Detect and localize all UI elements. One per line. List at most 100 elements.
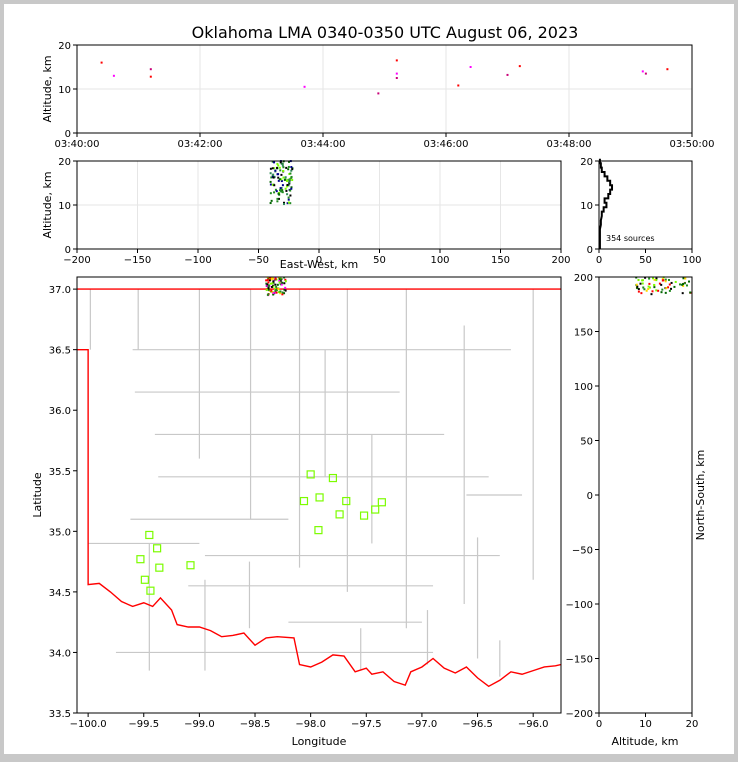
north-south-source	[653, 278, 656, 281]
east-west-source	[269, 202, 272, 205]
time-height-source	[666, 68, 669, 71]
map-xtick-label: −99.0	[184, 719, 215, 730]
east-west-source	[275, 190, 278, 193]
altitude-north-south-panel: North-South, km Altitude, km	[598, 276, 707, 748]
time-height-ytick-label: 20	[58, 41, 71, 52]
east-west-source	[287, 196, 290, 199]
north-south-source	[674, 280, 677, 283]
north-south-source	[655, 279, 658, 282]
east-west-source	[282, 170, 285, 173]
north-south-source	[642, 286, 645, 289]
time-height-source	[641, 70, 644, 73]
east-west-ytick-label: 0	[65, 245, 71, 256]
map-source	[281, 293, 284, 296]
lma-station	[359, 511, 369, 520]
north-south-source	[641, 279, 644, 282]
north-south-source	[688, 280, 691, 283]
map-ytick-label: 37.0	[49, 285, 71, 296]
east-west-source	[278, 189, 281, 192]
north-south-source	[641, 282, 644, 285]
map-source	[266, 279, 269, 282]
north-south-source	[681, 283, 684, 286]
north-south-ytick-label: 50	[580, 437, 593, 448]
east-west-source	[284, 187, 287, 190]
lma-station	[371, 505, 380, 514]
map-source	[266, 293, 269, 296]
north-south-source	[660, 291, 663, 294]
map-xtick-label: −99.5	[128, 719, 159, 730]
north-south-ytick-label: −100	[566, 600, 593, 611]
map-source	[267, 277, 270, 280]
east-west-source	[283, 201, 286, 204]
east-west-source	[285, 179, 288, 182]
east-west-source	[270, 199, 273, 202]
east-west-source	[271, 160, 274, 163]
north-south-source	[662, 279, 665, 282]
east-west-altitude-panel: Altitude, km East-West, km	[41, 160, 562, 271]
time-height-xtick-label: 03:46:00	[424, 139, 469, 150]
north-south-source	[653, 286, 656, 289]
lma-station	[299, 496, 309, 506]
east-west-source	[271, 167, 274, 170]
time-height-source	[506, 73, 509, 76]
east-west-source	[285, 189, 288, 192]
east-west-source	[291, 168, 294, 171]
east-west-source	[280, 162, 283, 165]
lma-station	[136, 555, 145, 564]
map-source	[280, 283, 283, 286]
map-source	[283, 282, 286, 285]
north-south-source	[648, 286, 651, 289]
map-source	[274, 277, 277, 279]
north-south-source	[653, 283, 656, 286]
east-west-source	[288, 172, 291, 175]
map-source	[265, 282, 268, 285]
time-height-xtick-label: 03:40:00	[55, 139, 100, 150]
east-west-source	[289, 194, 292, 197]
east-west-source	[285, 166, 288, 169]
east-west-source	[276, 162, 279, 165]
east-west-source	[269, 192, 272, 195]
east-west-xtick-label: −100	[184, 255, 211, 266]
histogram-xtick-label: 100	[682, 255, 701, 266]
lma-station	[155, 563, 164, 572]
north-south-source	[640, 292, 643, 295]
north-south-source	[648, 282, 651, 285]
east-west-source	[273, 176, 276, 179]
east-west-source	[278, 178, 281, 181]
map-xlabel: Longitude	[292, 735, 347, 748]
north-south-source	[684, 277, 687, 280]
map-source	[270, 277, 273, 279]
lma-station	[140, 575, 149, 584]
east-west-source	[277, 173, 280, 176]
lma-station	[145, 530, 154, 540]
lma-station	[335, 510, 344, 519]
map-ytick-label: 35.5	[49, 467, 71, 478]
time-height-ytick-label: 10	[58, 85, 71, 96]
map-ytick-label: 36.0	[49, 406, 71, 417]
east-west-source	[287, 184, 290, 187]
east-west-source	[279, 169, 282, 172]
north-south-source	[661, 288, 664, 291]
north-south-source	[664, 280, 667, 283]
time-height-source	[469, 66, 472, 68]
map-source	[277, 288, 280, 291]
map-source	[267, 287, 270, 290]
map-source	[272, 280, 275, 283]
lma-station	[186, 561, 195, 570]
north-south-source	[664, 291, 667, 294]
east-west-source	[273, 184, 276, 187]
map-ytick-label: 35.0	[49, 527, 71, 538]
east-west-source	[286, 202, 289, 205]
time-height-source	[377, 92, 380, 95]
north-south-source	[679, 283, 682, 286]
lma-station	[314, 526, 323, 535]
map-source	[267, 281, 270, 284]
time-height-xtick-label: 03:44:00	[301, 139, 346, 150]
east-west-source	[284, 176, 287, 179]
map-source	[274, 287, 277, 290]
east-west-source	[269, 183, 272, 186]
map-source	[279, 279, 282, 282]
east-west-source	[276, 166, 279, 169]
north-south-source	[655, 277, 658, 280]
north-south-source	[647, 287, 650, 290]
